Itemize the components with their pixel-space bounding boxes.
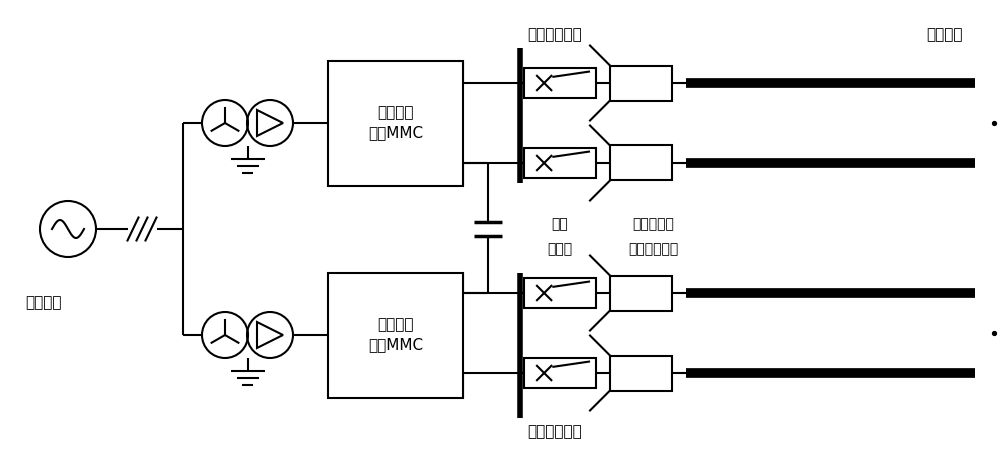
- Text: 半桥子模
块型MMC: 半桥子模 块型MMC: [368, 317, 423, 352]
- Text: 混合电感型: 混合电感型: [632, 217, 674, 231]
- Bar: [610, 355, 672, 391]
- Bar: [524, 278, 596, 308]
- Text: 交流系统: 交流系统: [25, 295, 61, 310]
- Text: 超导限流装置: 超导限流装置: [628, 242, 678, 256]
- Bar: [610, 146, 672, 180]
- Bar: [610, 65, 672, 100]
- Text: 半桥子模
块型MMC: 半桥子模 块型MMC: [368, 106, 423, 141]
- Text: 直流线路: 直流线路: [927, 27, 963, 42]
- Bar: [610, 276, 672, 311]
- Bar: [524, 68, 596, 98]
- Text: 负极直流母线: 负极直流母线: [528, 424, 582, 439]
- Text: 直流: 直流: [552, 217, 568, 231]
- Bar: [524, 148, 596, 178]
- Bar: [328, 60, 463, 185]
- Bar: [524, 358, 596, 388]
- Bar: [328, 273, 463, 398]
- Text: 正极直流母线: 正极直流母线: [528, 27, 582, 42]
- Text: 断路器: 断路器: [547, 242, 573, 256]
